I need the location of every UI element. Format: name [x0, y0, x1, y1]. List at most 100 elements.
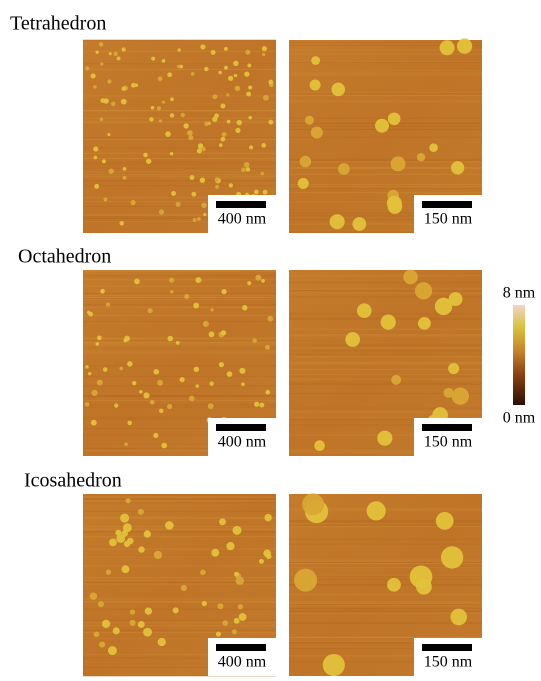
- particle: [367, 501, 386, 520]
- particle: [444, 388, 454, 398]
- particle: [104, 198, 108, 202]
- particle: [208, 403, 214, 409]
- particle: [102, 159, 106, 163]
- particle: [391, 156, 406, 171]
- particle: [99, 42, 104, 47]
- particle: [132, 381, 136, 385]
- scale-label: 150 nm: [424, 434, 473, 451]
- particle: [96, 51, 99, 54]
- particle: [159, 209, 164, 214]
- particle: [127, 361, 132, 366]
- particle: [204, 122, 209, 127]
- particle: [138, 509, 144, 515]
- particle: [215, 177, 220, 182]
- particle: [120, 221, 125, 226]
- scale-bar: [422, 201, 472, 208]
- particle: [229, 183, 233, 187]
- particle: [97, 335, 102, 340]
- particle: [127, 421, 132, 426]
- particle: [200, 44, 205, 49]
- particle: [93, 85, 97, 89]
- afm-image: 400 nm: [83, 40, 276, 233]
- panel-title: Tetrahedron: [10, 13, 106, 35]
- particle: [415, 282, 432, 299]
- particle: [117, 57, 121, 61]
- particle: [106, 303, 110, 307]
- particle: [227, 120, 231, 124]
- particle: [311, 56, 320, 65]
- particle: [176, 202, 181, 207]
- particle: [187, 130, 193, 136]
- particle: [436, 512, 454, 530]
- particle: [119, 366, 123, 370]
- particle: [448, 363, 459, 374]
- scale-bar: [216, 424, 266, 431]
- scale-bar: [422, 644, 472, 651]
- particle: [170, 113, 175, 118]
- particle: [102, 620, 110, 628]
- particle: [96, 342, 100, 346]
- particle: [224, 47, 228, 51]
- particle: [171, 191, 176, 196]
- particle: [212, 94, 217, 99]
- particle: [218, 71, 221, 74]
- particle: [94, 156, 98, 160]
- particle: [176, 341, 180, 345]
- particle: [247, 281, 251, 285]
- particle: [357, 303, 372, 318]
- particle: [167, 404, 172, 409]
- particle: [98, 601, 104, 607]
- scale-bar: [216, 644, 266, 651]
- particle: [226, 93, 229, 96]
- particle: [331, 83, 345, 97]
- particle: [158, 638, 166, 646]
- particle: [168, 336, 174, 342]
- particle: [130, 609, 135, 614]
- particle: [123, 167, 127, 171]
- particle: [391, 375, 401, 385]
- figure: Tetrahedron400 nm150 nmOctahedron400 nm1…: [0, 0, 541, 681]
- particle: [113, 52, 117, 56]
- particle: [121, 99, 127, 105]
- particle: [246, 167, 250, 171]
- particle: [457, 38, 472, 53]
- particle: [235, 128, 240, 133]
- particle: [191, 72, 195, 76]
- particle: [245, 50, 250, 55]
- particle: [147, 308, 152, 313]
- particle: [88, 312, 93, 317]
- particle: [124, 336, 130, 342]
- particle: [259, 559, 264, 564]
- particle: [449, 292, 463, 306]
- particle: [189, 396, 195, 402]
- particle: [262, 53, 265, 56]
- particle: [268, 120, 273, 125]
- particle: [429, 143, 438, 152]
- afm-image: 150 nm: [289, 270, 482, 456]
- afm-image: 150 nm: [289, 38, 482, 233]
- particle: [165, 521, 174, 530]
- particle: [151, 106, 155, 110]
- particle: [387, 578, 401, 592]
- particle: [116, 534, 125, 543]
- particle: [263, 550, 271, 558]
- particle: [238, 604, 243, 609]
- particle: [123, 176, 127, 180]
- particle: [452, 387, 469, 404]
- particle: [197, 217, 201, 221]
- particle: [170, 97, 174, 101]
- particle: [235, 86, 240, 91]
- particle: [107, 79, 111, 83]
- particle: [157, 106, 161, 110]
- particle: [440, 40, 455, 55]
- particle: [124, 541, 130, 547]
- particle: [259, 403, 264, 408]
- particle: [97, 380, 103, 386]
- particle: [219, 362, 224, 367]
- particle: [228, 76, 233, 81]
- particle: [165, 131, 171, 137]
- particle: [375, 119, 389, 133]
- particle: [108, 646, 117, 655]
- particle: [249, 145, 253, 149]
- particle: [224, 66, 228, 70]
